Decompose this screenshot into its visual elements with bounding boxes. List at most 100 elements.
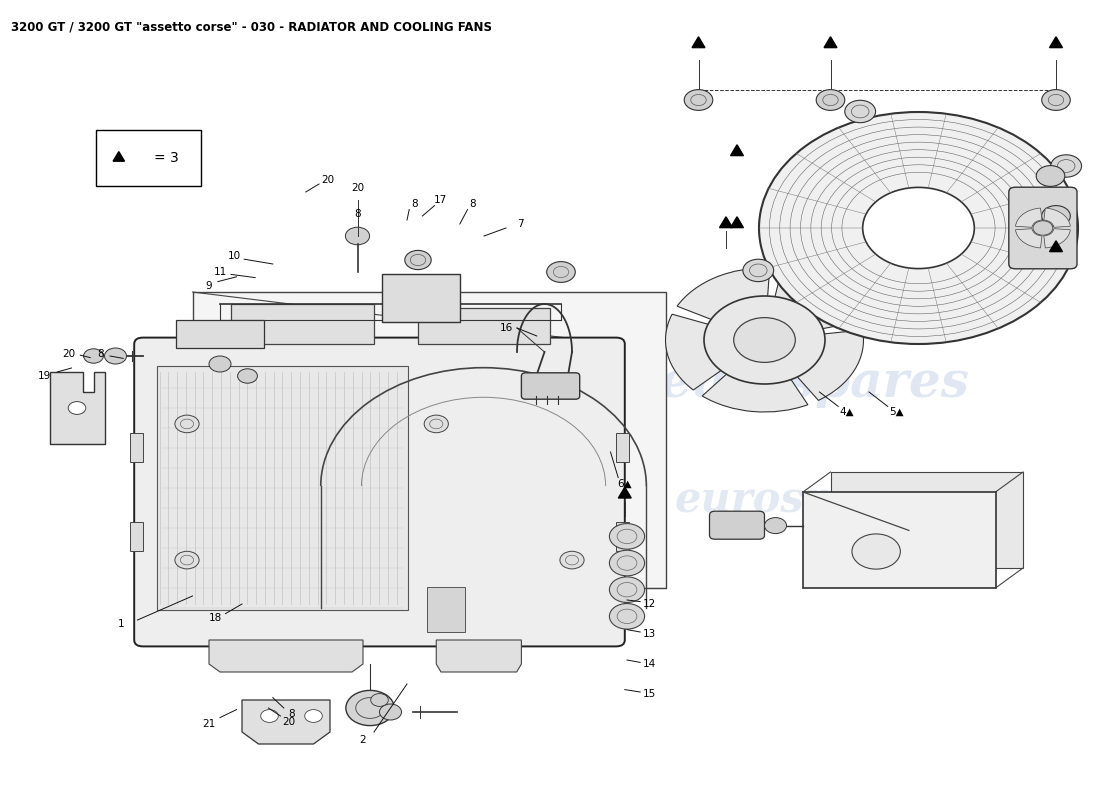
Circle shape	[68, 402, 86, 414]
Text: eurospares: eurospares	[674, 479, 932, 521]
Circle shape	[609, 523, 645, 549]
Polygon shape	[616, 522, 629, 550]
Circle shape	[261, 710, 278, 722]
Polygon shape	[1049, 241, 1063, 251]
Text: 19: 19	[37, 371, 51, 381]
Polygon shape	[616, 434, 629, 462]
Circle shape	[851, 534, 900, 569]
Polygon shape	[1049, 37, 1063, 47]
Text: 8: 8	[470, 199, 476, 209]
Polygon shape	[824, 37, 837, 47]
Wedge shape	[678, 268, 770, 327]
Circle shape	[1042, 206, 1070, 226]
Circle shape	[704, 296, 825, 384]
Text: 16: 16	[499, 323, 513, 333]
Wedge shape	[1044, 229, 1070, 248]
Polygon shape	[418, 308, 550, 344]
Circle shape	[1036, 166, 1065, 186]
Circle shape	[1033, 221, 1053, 235]
Circle shape	[84, 349, 103, 363]
Polygon shape	[130, 522, 143, 550]
Polygon shape	[231, 304, 374, 344]
Text: 8: 8	[411, 199, 418, 209]
Circle shape	[547, 262, 575, 282]
Polygon shape	[209, 640, 363, 672]
Text: 11: 11	[213, 267, 227, 277]
Circle shape	[305, 710, 322, 722]
Wedge shape	[1044, 208, 1070, 227]
Circle shape	[371, 694, 388, 706]
Polygon shape	[427, 586, 464, 632]
Text: 9: 9	[206, 281, 212, 290]
Circle shape	[759, 112, 1078, 344]
Text: 20: 20	[351, 183, 364, 193]
Text: 8: 8	[354, 209, 361, 218]
Text: 1: 1	[118, 619, 124, 629]
Polygon shape	[830, 472, 1023, 568]
Circle shape	[816, 90, 845, 110]
Text: 15: 15	[642, 689, 656, 698]
Text: 18: 18	[209, 614, 222, 623]
Text: 21: 21	[202, 719, 216, 729]
Circle shape	[609, 603, 645, 629]
Text: 4▲: 4▲	[839, 407, 855, 417]
Circle shape	[560, 551, 584, 569]
Text: 12: 12	[642, 599, 656, 609]
Text: 3200 GT / 3200 GT "assetto corse" - 030 - RADIATOR AND COOLING FANS: 3200 GT / 3200 GT "assetto corse" - 030 …	[11, 20, 492, 33]
Polygon shape	[692, 37, 705, 47]
Circle shape	[175, 551, 199, 569]
Wedge shape	[1015, 208, 1042, 227]
Text: = 3: = 3	[154, 151, 179, 165]
FancyBboxPatch shape	[710, 511, 764, 539]
Text: 20: 20	[63, 349, 76, 358]
Text: 20: 20	[283, 718, 296, 727]
Polygon shape	[113, 152, 124, 162]
Polygon shape	[730, 217, 744, 227]
Wedge shape	[702, 362, 807, 412]
Circle shape	[684, 90, 713, 110]
Polygon shape	[618, 487, 631, 498]
Circle shape	[764, 518, 786, 534]
Text: 10: 10	[228, 251, 241, 261]
Wedge shape	[666, 314, 737, 390]
Text: 6▲: 6▲	[617, 479, 632, 489]
Text: 14: 14	[642, 659, 656, 669]
Polygon shape	[176, 320, 264, 348]
Circle shape	[1042, 90, 1070, 110]
Circle shape	[345, 690, 394, 726]
Text: 17: 17	[433, 195, 447, 205]
Polygon shape	[730, 145, 744, 155]
FancyBboxPatch shape	[521, 373, 580, 399]
Wedge shape	[771, 269, 860, 333]
Polygon shape	[50, 372, 104, 444]
Text: 7: 7	[517, 219, 524, 229]
Polygon shape	[803, 492, 996, 588]
Text: 8: 8	[97, 349, 103, 358]
Text: eurospares: eurospares	[659, 359, 969, 409]
Circle shape	[104, 348, 126, 364]
Circle shape	[238, 369, 257, 383]
Circle shape	[1050, 154, 1081, 178]
Text: 5▲: 5▲	[889, 407, 904, 417]
Wedge shape	[785, 330, 864, 400]
FancyBboxPatch shape	[1009, 187, 1077, 269]
Circle shape	[175, 415, 199, 433]
Wedge shape	[1015, 229, 1042, 248]
Circle shape	[862, 187, 975, 269]
Circle shape	[742, 259, 773, 282]
Polygon shape	[130, 434, 143, 462]
Circle shape	[734, 318, 795, 362]
FancyBboxPatch shape	[157, 366, 408, 610]
Circle shape	[405, 250, 431, 270]
Circle shape	[209, 356, 231, 372]
Text: 20: 20	[321, 175, 334, 185]
Circle shape	[609, 550, 645, 576]
Polygon shape	[719, 217, 733, 227]
Text: 2: 2	[360, 735, 366, 745]
FancyBboxPatch shape	[382, 274, 460, 322]
FancyBboxPatch shape	[96, 130, 201, 186]
Text: eurospares: eurospares	[131, 359, 441, 409]
Polygon shape	[242, 700, 330, 744]
Circle shape	[345, 227, 370, 245]
Polygon shape	[437, 640, 521, 672]
